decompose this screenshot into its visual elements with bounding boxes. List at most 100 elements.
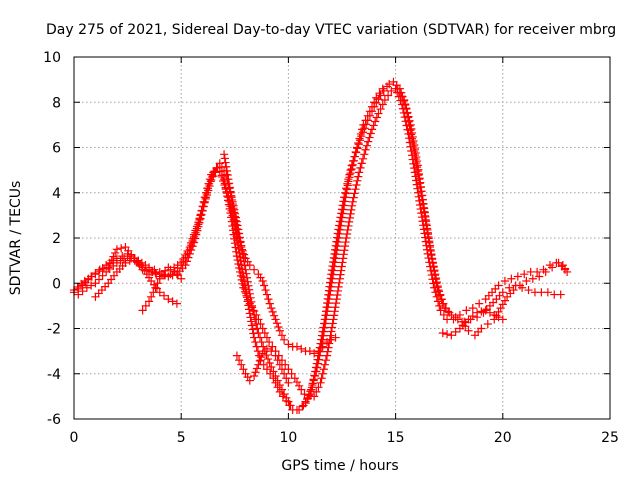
data-point <box>472 308 482 317</box>
data-point <box>533 267 542 277</box>
y-tick-label: -4 <box>47 367 61 383</box>
data-point <box>500 276 510 286</box>
data-point <box>327 327 336 336</box>
data-point <box>313 359 322 368</box>
data-point <box>197 206 206 215</box>
data-point <box>543 288 552 297</box>
data-point <box>362 120 371 129</box>
data-point <box>340 197 349 206</box>
data-point <box>418 191 427 200</box>
data-point <box>318 342 327 351</box>
data-point <box>318 369 327 378</box>
data-point <box>258 276 267 286</box>
data-point <box>292 405 302 415</box>
data-point <box>256 319 265 329</box>
data-point <box>372 113 381 122</box>
data-point <box>346 169 355 178</box>
data-point <box>361 145 370 154</box>
data-point <box>228 221 237 231</box>
data-point <box>159 291 169 300</box>
data-point <box>420 204 429 213</box>
data-point <box>236 271 246 280</box>
data-point <box>297 385 306 394</box>
data-point <box>332 294 341 304</box>
data-point <box>353 144 362 153</box>
data-series <box>69 77 565 415</box>
data-point <box>347 201 357 210</box>
data-point <box>226 187 235 196</box>
data-point <box>428 259 437 268</box>
data-point <box>292 342 302 351</box>
data-point <box>339 205 348 214</box>
data-point <box>425 242 435 252</box>
data-point <box>402 104 411 113</box>
data-point <box>188 236 197 246</box>
data-point <box>429 263 438 272</box>
data-point <box>335 274 344 283</box>
data-point <box>347 164 356 174</box>
data-point <box>241 265 250 274</box>
data-point <box>260 328 269 338</box>
data-point <box>310 371 320 381</box>
data-point <box>520 270 529 279</box>
data-point <box>367 107 377 116</box>
data-point <box>323 307 332 316</box>
data-point <box>248 306 258 315</box>
data-point <box>232 247 241 256</box>
data-point <box>326 286 335 296</box>
data-point <box>249 371 259 381</box>
data-point <box>195 215 204 224</box>
data-point <box>325 290 334 300</box>
data-point <box>401 100 410 109</box>
data-point <box>319 365 328 374</box>
data-point <box>225 204 234 213</box>
data-point <box>413 161 422 170</box>
data-point <box>166 270 175 279</box>
data-point <box>352 148 361 157</box>
data-point <box>524 285 533 295</box>
x-tick-label: 15 <box>387 430 405 446</box>
x-tick-label: 25 <box>601 430 619 446</box>
data-point <box>257 353 266 362</box>
data-point <box>233 255 242 265</box>
data-point <box>366 129 375 138</box>
data-point <box>357 159 366 168</box>
data-point <box>244 285 254 294</box>
data-point <box>498 315 507 324</box>
data-point <box>338 209 347 218</box>
data-point <box>335 225 345 234</box>
chart-title: Day 275 of 2021, Sidereal Day-to-day VTE… <box>46 22 616 38</box>
data-point <box>462 306 471 315</box>
data-point <box>332 250 341 259</box>
data-point <box>345 213 354 222</box>
data-point <box>328 270 338 279</box>
data-point <box>438 299 447 308</box>
data-point <box>254 360 263 369</box>
data-point <box>442 330 452 339</box>
data-point <box>230 212 239 221</box>
data-point <box>109 261 118 271</box>
data-point <box>408 132 417 142</box>
data-point <box>328 319 337 328</box>
data-point <box>185 245 194 254</box>
data-point <box>451 313 460 322</box>
data-point <box>337 213 347 222</box>
data-point <box>100 282 110 291</box>
data-point <box>433 283 442 292</box>
data-point <box>249 265 259 274</box>
data-point <box>155 274 164 283</box>
data-point <box>354 172 363 181</box>
data-point <box>262 365 272 374</box>
data-point <box>322 351 332 360</box>
data-point <box>300 390 309 399</box>
data-point <box>312 367 321 376</box>
data-point <box>422 221 431 230</box>
y-tick-label: 4 <box>52 186 61 202</box>
data-point <box>329 315 338 324</box>
data-point <box>310 349 319 358</box>
data-point <box>277 331 287 340</box>
data-point <box>327 323 337 332</box>
data-point <box>224 179 234 188</box>
data-point <box>416 178 425 187</box>
data-point <box>319 331 328 340</box>
